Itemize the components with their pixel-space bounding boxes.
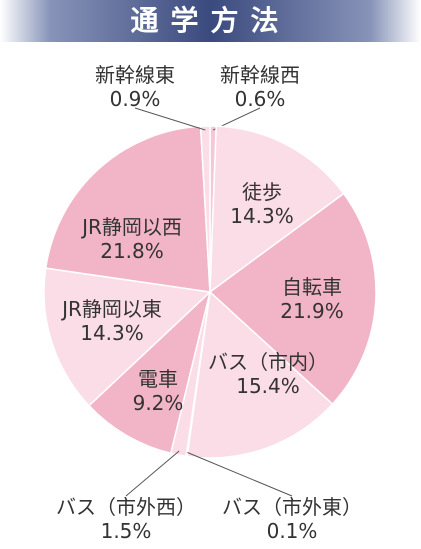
slice-label: 徒歩 14.3% [230,180,294,228]
value-label: 1.5% [101,519,152,543]
slice-label: バス（市内） 15.4% [208,350,328,398]
category-label: バス（市内） [208,350,328,374]
pie-slice [199,125,211,293]
value-label: 14.3% [80,321,144,345]
slice-label: バス（市外東） 0.1% [222,495,362,543]
category-label: 徒歩 [242,180,282,204]
chart-title: 通学方法 [0,0,421,42]
value-label: 9.2% [133,391,184,415]
pie-slice [44,125,211,293]
leader-line [134,107,206,131]
value-label: 0.6% [235,87,286,111]
slice-label: 電車 9.2% [133,367,184,415]
category-label: JR静岡以西 [80,215,182,239]
leader-line [125,450,180,497]
pie-slice [43,267,212,407]
value-label: 21.9% [280,299,344,323]
leader-line [186,451,293,497]
value-label: 0.9% [110,87,161,111]
slice-label: バス（市外西） 1.5% [56,495,196,543]
value-label: 21.8% [100,239,164,263]
pie-slice [209,125,345,294]
category-label: 新幹線東 [95,63,175,87]
value-label: 0.1% [267,519,318,543]
slice-label: JR静岡以東 14.3% [60,297,162,345]
value-label: 14.3% [230,204,294,228]
pie-slice [87,289,212,455]
category-label: バス（市外西） [56,495,196,519]
category-label: バス（市外東） [222,495,362,519]
category-label: 自転車 [282,275,342,299]
category-label: JR静岡以東 [60,297,162,321]
category-label: 電車 [138,367,178,391]
category-label: 新幹線西 [220,63,300,87]
value-label: 15.4% [236,374,300,398]
pie-slice [208,192,377,406]
slice-label: 新幹線東 0.9% [95,63,175,111]
slice-label: JR静岡以西 21.8% [80,215,182,263]
slice-label: 新幹線西 0.6% [220,63,300,111]
slice-label: 自転車 21.9% [280,275,344,323]
